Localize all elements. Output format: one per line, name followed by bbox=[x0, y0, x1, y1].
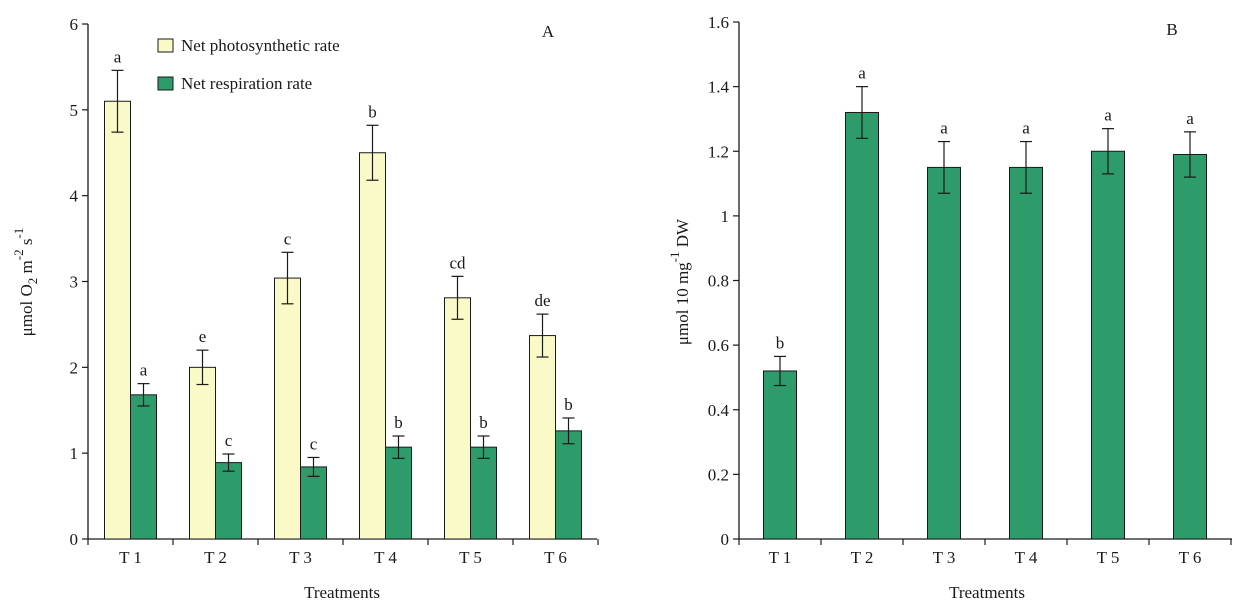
panel-b-y-tick-label: 0.6 bbox=[708, 336, 729, 355]
panel-b-category-label-t4: T 4 bbox=[1015, 548, 1038, 567]
panel-a-category-label-t5: T 5 bbox=[459, 548, 482, 567]
panel-b-bar-series-t4 bbox=[1009, 166, 1043, 540]
panel-a-bar-net-photosynthetic-rate-t2 bbox=[189, 366, 216, 540]
panel-a-significance-letter-net-respiration-rate-t2: c bbox=[225, 431, 233, 450]
panel-b-y-tick-label: 0.4 bbox=[708, 401, 730, 420]
panel-a-x-axis-title: Treatments bbox=[304, 583, 380, 602]
panel-a-significance-letter-net-respiration-rate-t6: b bbox=[564, 395, 573, 414]
panel-a-y-axis-title: μmol O2 m-2 s-1 bbox=[11, 228, 40, 337]
panel-a-y-tick-label: 1 bbox=[70, 444, 79, 463]
panel-a-y-tick-label: 6 bbox=[70, 15, 79, 34]
panel-b-significance-letter-series-t5: a bbox=[1104, 106, 1112, 125]
panel-a-significance-letter-net-photosynthetic-rate-t2: e bbox=[199, 327, 207, 346]
panel-a-significance-letter-net-photosynthetic-rate-t3: c bbox=[284, 229, 292, 248]
panel-a-bar-net-respiration-rate-t6 bbox=[555, 430, 582, 540]
panel-b-significance-letter-series-t4: a bbox=[1022, 119, 1030, 138]
panel-a-significance-letter-net-photosynthetic-rate-t6: de bbox=[534, 291, 550, 310]
panel-b-y-tick-label: 0 bbox=[721, 530, 730, 549]
panel-a-bar-net-photosynthetic-rate-t6 bbox=[529, 335, 556, 540]
panel-a-y-tick-label: 3 bbox=[70, 273, 79, 292]
panel-a-y-tick-label: 0 bbox=[70, 530, 79, 549]
panel-b-category-label-t1: T 1 bbox=[769, 548, 792, 567]
legend-label-net-respiration-rate: Net respiration rate bbox=[181, 74, 312, 93]
panel-b-bar-series-t2 bbox=[845, 111, 879, 540]
panel-a-significance-letter-net-respiration-rate-t3: c bbox=[310, 434, 318, 453]
panel-a-bar-net-respiration-rate-t2 bbox=[215, 462, 242, 540]
panel-b-y-tick-label: 1.2 bbox=[708, 142, 729, 161]
panel-b-category-label-t5: T 5 bbox=[1097, 548, 1120, 567]
panel-a-label: A bbox=[542, 22, 555, 41]
panel-b-y-axis-title: μmol 10 mg-1 DW bbox=[667, 218, 692, 345]
panel-a-significance-letter-net-photosynthetic-rate-t1: a bbox=[114, 47, 122, 66]
panel-b-y-tick-label: 1.6 bbox=[708, 13, 729, 32]
panel-a: A Treatments μmol O2 m-2 s-1 Net photosy… bbox=[11, 15, 599, 602]
panel-b: B Treatments μmol 10 mg-1 DW 0 0.2 0.4 0.6 0… bbox=[667, 13, 1232, 602]
panel-a-category-label-t6: T 6 bbox=[544, 548, 567, 567]
panel-a-bar-net-respiration-rate-t4 bbox=[385, 446, 412, 540]
panel-a-bar-net-photosynthetic-rate-t1 bbox=[104, 100, 131, 540]
legend-swatch-net-photosynthetic-rate bbox=[157, 38, 174, 53]
panel-a-significance-letter-net-respiration-rate-t4: b bbox=[394, 413, 403, 432]
panel-a-bar-net-photosynthetic-rate-t5 bbox=[444, 297, 471, 540]
panel-a-significance-letter-net-photosynthetic-rate-t5: cd bbox=[449, 253, 466, 272]
legend-label-net-photosynthetic-rate: Net photosynthetic rate bbox=[181, 36, 340, 55]
panel-a-legend: Net photosynthetic rate Net respiration … bbox=[157, 36, 340, 93]
panel-a-y-tick-label: 5 bbox=[70, 101, 79, 120]
panel-b-significance-letter-series-t1: b bbox=[776, 333, 785, 352]
panel-b-significance-letter-series-t6: a bbox=[1186, 109, 1194, 128]
panel-b-y-tick-label: 0.8 bbox=[708, 272, 729, 291]
panel-a-y-tick-label: 4 bbox=[70, 187, 79, 206]
panel-a-category-label-t2: T 2 bbox=[204, 548, 227, 567]
panel-b-bar-series-t1 bbox=[763, 370, 797, 540]
panel-b-category-label-t2: T 2 bbox=[851, 548, 874, 567]
panel-b-x-axis-title: Treatments bbox=[949, 583, 1025, 602]
panel-b-category-label-t3: T 3 bbox=[933, 548, 956, 567]
panel-a-bar-net-photosynthetic-rate-t3 bbox=[274, 277, 301, 540]
panel-a-bar-net-respiration-rate-t3 bbox=[300, 466, 327, 540]
legend-swatch-net-respiration-rate bbox=[157, 76, 174, 91]
panel-b-label: B bbox=[1166, 20, 1177, 39]
panel-b-y-tick-label: 1.4 bbox=[708, 78, 730, 97]
panel-a-significance-letter-net-respiration-rate-t1: a bbox=[140, 361, 148, 380]
panel-a-bar-net-respiration-rate-t5 bbox=[470, 446, 497, 540]
panel-a-significance-letter-net-respiration-rate-t5: b bbox=[479, 413, 488, 432]
panel-a-bar-net-respiration-rate-t1 bbox=[130, 394, 157, 540]
panel-b-bar-series-t3 bbox=[927, 166, 961, 540]
panel-b-bar-series-t5 bbox=[1091, 150, 1125, 540]
panel-a-significance-letter-net-photosynthetic-rate-t4: b bbox=[368, 102, 377, 121]
panel-b-significance-letter-series-t2: a bbox=[858, 64, 866, 83]
panel-a-bar-net-photosynthetic-rate-t4 bbox=[359, 152, 386, 540]
panel-b-y-tick-label: 0.2 bbox=[708, 465, 729, 484]
panel-a-category-label-t3: T 3 bbox=[289, 548, 312, 567]
panel-a-category-label-t1: T 1 bbox=[119, 548, 142, 567]
panel-b-y-tick-label: 1 bbox=[721, 207, 730, 226]
panel-a-y-tick-label: 2 bbox=[70, 358, 79, 377]
panel-b-significance-letter-series-t3: a bbox=[940, 119, 948, 138]
panel-a-category-label-t4: T 4 bbox=[374, 548, 397, 567]
panel-b-bar-series-t6 bbox=[1173, 153, 1207, 540]
panel-b-category-label-t6: T 6 bbox=[1179, 548, 1202, 567]
